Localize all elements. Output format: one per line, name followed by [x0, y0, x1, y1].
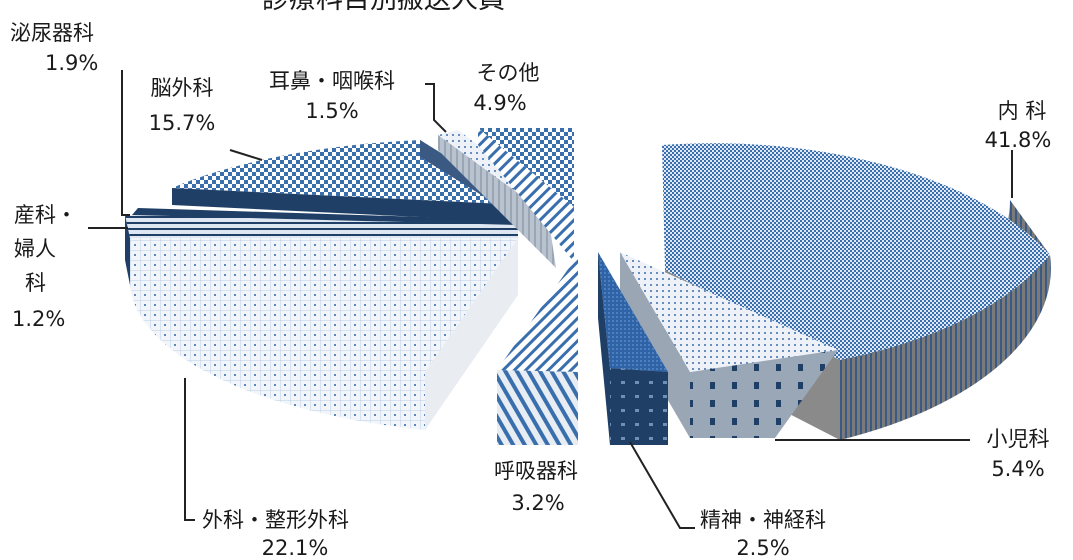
label-name-jibi: 耳鼻・咽喉科 — [269, 69, 395, 93]
label-pct-sonota: 4.9% — [473, 91, 526, 115]
label-pct-geka: 22.1% — [262, 536, 329, 560]
pie-slices — [125, 128, 1051, 445]
pie-slice-sonota — [478, 128, 574, 262]
label-name-sonota: その他 — [477, 61, 540, 85]
label-pct-jibi: 1.5% — [305, 99, 358, 123]
pie-slice-hinyouki — [132, 208, 520, 225]
label-pct-nougeka: 15.7% — [149, 111, 216, 135]
chart-title: 診療科目別搬送人員 — [262, 0, 505, 15]
leader-seishin — [629, 441, 695, 529]
label-name-geka: 外科・整形外科 — [202, 508, 349, 532]
leader-lines — [88, 70, 1013, 529]
leader-geka — [184, 378, 195, 521]
pie-slice-geka — [130, 225, 518, 430]
label-name-sanka-line1: 産科・ — [14, 203, 77, 227]
label-name-hinyouki: 泌尿器科 — [10, 21, 94, 45]
pie-slice-kokyuki — [497, 255, 578, 445]
label-pct-naika: 41.8% — [985, 128, 1052, 152]
label-name-seishin: 精神・神経科 — [700, 508, 826, 532]
label-name-naika: 内 科 — [998, 99, 1047, 123]
label-pct-seishin: 2.5% — [736, 536, 789, 560]
pie-slice-seishin — [598, 252, 668, 445]
label-name-nougeka: 脳外科 — [151, 76, 214, 100]
pie-slice-shonika — [620, 252, 838, 438]
leader-nougeka — [229, 149, 263, 161]
label-pct-kokyuki: 3.2% — [511, 491, 564, 515]
label-name-sanka-line3: 科 — [25, 271, 46, 295]
data-labels: 内 科 41.8% 小児科 5.4% 精神・神経科 2.5% 呼吸器科 3.2%… — [10, 21, 1051, 560]
label-pct-shonika: 5.4% — [991, 457, 1044, 481]
label-pct-sanka: 1.2% — [12, 307, 65, 331]
leader-hinyouki — [121, 70, 130, 216]
label-name-kokyuki: 呼吸器科 — [494, 459, 578, 483]
leader-jibi — [425, 83, 447, 133]
label-pct-hinyouki: 1.9% — [45, 51, 98, 75]
label-name-shonika: 小児科 — [987, 427, 1050, 451]
label-name-sanka-line2: 婦人 — [14, 237, 56, 261]
